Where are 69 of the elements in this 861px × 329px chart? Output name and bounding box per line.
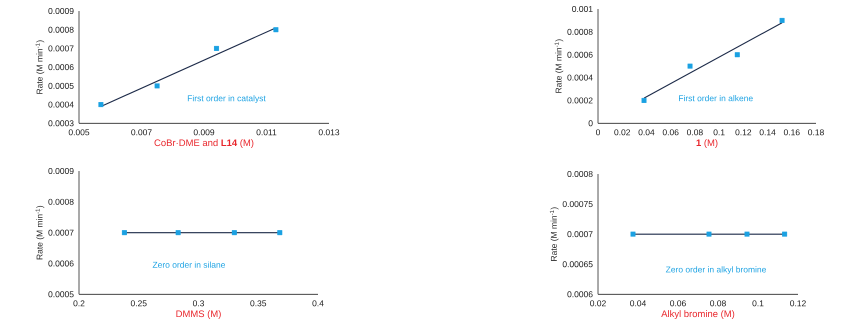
x-tick-label: 0.007 — [131, 129, 152, 136]
x-tick-label: 0.12 — [790, 300, 806, 306]
y-tick-label: 0.0007 — [48, 230, 74, 236]
x-tick-label: 0.2 — [73, 300, 84, 306]
y-tick-label: 0.0003 — [48, 120, 74, 126]
y-axis-title: Rate (M min$^{-1}$) — [36, 206, 44, 260]
x-axis-title: Alkyl bromine (M) — [661, 310, 734, 319]
y-tick-label: 0.0007 — [567, 231, 593, 238]
y-axis-title: Rate (M min$^{-1}$) — [550, 207, 559, 261]
y-axis-title: Rate (M min$^{-1}$) — [36, 40, 44, 94]
x-tick-label: 0.25 — [130, 300, 147, 306]
x-tick-label: 0.35 — [250, 300, 266, 306]
x-tick-label: 0.02 — [590, 300, 606, 306]
y-tick-label: 0 — [588, 120, 593, 126]
x-tick-label: 0.06 — [662, 129, 679, 136]
point — [642, 98, 647, 103]
x-tick-label: 0.1 — [752, 300, 764, 306]
x-tick-label: 0.16 — [784, 129, 800, 136]
y-tick-label: 0.00075 — [562, 201, 593, 208]
x-tick-label: 0.3 — [192, 300, 204, 306]
y-tick-label: 0.00065 — [562, 261, 593, 268]
x-tick-label: 0.02 — [614, 129, 630, 136]
x-tick-label: 0.18 — [808, 129, 824, 136]
y-tick-label: 0.001 — [572, 6, 593, 12]
x-tick-label: 0.04 — [638, 129, 654, 136]
x-axis-title: DMMS (M) — [176, 310, 221, 319]
y-tick-label: 0.0009 — [48, 8, 74, 14]
annotation: First order in catalyst — [188, 95, 266, 103]
y-tick-label: 0.0008 — [567, 171, 593, 177]
y-tick-label: 0.0006 — [48, 64, 74, 70]
point — [780, 18, 785, 23]
y-tick-label: 0.0004 — [48, 102, 74, 108]
x-tick-label: 0 — [596, 129, 600, 136]
y-tick-label: 0.0004 — [567, 74, 593, 81]
x-tick-label: 0.12 — [735, 129, 752, 136]
point — [734, 52, 740, 58]
point — [214, 46, 219, 51]
x-tick-label: 0.06 — [670, 300, 686, 306]
point — [98, 102, 104, 108]
y-tick-label: 0.0008 — [48, 198, 74, 205]
y-tick-label: 0.0008 — [567, 28, 593, 35]
x-tick-label: 0.08 — [686, 129, 703, 136]
annotation: Zero order in alkyl bromine — [666, 266, 766, 274]
y-tick-label: 0.0007 — [48, 45, 74, 52]
point — [688, 64, 693, 69]
y-axis-title: Rate (M min$^{-1}$) — [554, 39, 564, 93]
x-tick-label: 0.04 — [630, 300, 646, 306]
y-tick-label: 0.0005 — [48, 291, 74, 298]
x-tick-label: 0.013 — [318, 129, 340, 136]
annotation: First order in alkene — [678, 95, 753, 102]
x-tick-label: 0.011 — [256, 129, 276, 136]
annotation: Zero order in silane — [152, 262, 226, 268]
x-axis-title: 1 (M) — [696, 139, 718, 148]
x-axis-title: CoBr·DME and L14 (M) — [154, 139, 254, 148]
y-tick-label: 0.0008 — [48, 26, 74, 33]
x-tick-label: 0.009 — [194, 129, 214, 136]
y-tick-label: 0.0005 — [48, 82, 74, 89]
x-tick-label: 0.08 — [710, 300, 726, 306]
y-tick-label: 0.0002 — [567, 97, 593, 104]
x-tick-label: 0.4 — [312, 300, 324, 306]
point — [273, 27, 278, 32]
y-tick-label: 0.0006 — [567, 291, 593, 298]
x-tick-label: 0.1 — [714, 129, 725, 136]
y-tick-label: 0.0009 — [48, 168, 74, 174]
x-tick-label: 0.14 — [760, 129, 776, 136]
point — [154, 83, 160, 88]
x-tick-label: 0.005 — [68, 129, 90, 136]
y-tick-label: 0.0006 — [567, 52, 593, 58]
y-tick-label: 0.0006 — [48, 260, 74, 266]
